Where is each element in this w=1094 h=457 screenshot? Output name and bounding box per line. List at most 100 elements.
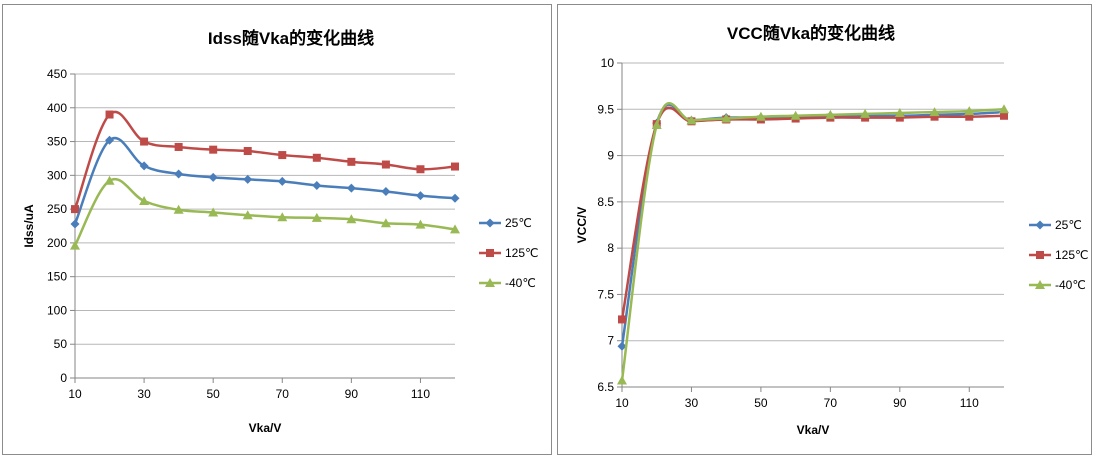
chart-title: VCC随Vka的变化曲线 — [727, 23, 895, 43]
data-point — [243, 147, 252, 156]
data-point — [104, 175, 115, 185]
y-tick-label: 8.5 — [597, 195, 614, 209]
data-point — [929, 107, 940, 117]
data-point — [894, 107, 905, 117]
data-point — [346, 214, 357, 224]
y-tick-label: 400 — [47, 101, 67, 115]
data-point — [312, 180, 322, 190]
data-point — [895, 113, 904, 122]
data-point — [347, 157, 356, 166]
data-point — [617, 375, 627, 385]
x-tick-label: 50 — [754, 396, 768, 410]
series-0 — [617, 103, 1009, 351]
y-tick-label: 6.5 — [597, 380, 614, 394]
x-axis-label: Vka/V — [797, 423, 830, 437]
data-point — [278, 151, 287, 160]
series-line — [620, 106, 1005, 320]
data-point — [140, 137, 149, 146]
data-point — [173, 204, 184, 214]
data-point — [965, 112, 974, 121]
data-point — [999, 104, 1009, 114]
legend-marker — [1036, 251, 1044, 259]
data-point — [964, 106, 975, 116]
data-point — [416, 165, 425, 174]
data-point — [790, 110, 801, 120]
y-tick-label: 200 — [47, 236, 67, 250]
x-tick-label: 30 — [685, 396, 699, 410]
series-line — [73, 110, 456, 210]
vcc-chart-svg: VCC随Vka的变化曲线 6.5 7 7.5 8 8.5 9 9.5 10 10 30 50 70 90 1… — [575, 23, 1089, 437]
data-point — [71, 205, 79, 214]
y-tick-label: 450 — [47, 67, 67, 81]
data-point — [277, 176, 287, 186]
data-point — [1000, 111, 1008, 120]
series-line — [620, 102, 1005, 381]
legend-label: -40℃ — [505, 276, 536, 290]
chart-panel-vcc: VCC随Vka的变化曲线 6.5 7 7.5 8 8.5 9 9.5 10 10 30 50 70 90 1… — [557, 4, 1092, 455]
legend-marker — [1035, 220, 1045, 230]
series-2 — [617, 102, 1009, 385]
legend-marker — [1035, 280, 1045, 289]
chart-title: Idss随Vka的变化曲线 — [208, 28, 374, 48]
legend-marker — [485, 278, 495, 287]
data-point — [174, 142, 183, 151]
y-tick-label: 350 — [47, 135, 67, 149]
data-point — [242, 210, 253, 220]
data-point — [311, 212, 322, 222]
x-tick-label: 10 — [68, 387, 82, 401]
x-tick-label: 70 — [276, 387, 290, 401]
data-point — [450, 193, 460, 203]
series-line — [73, 136, 456, 225]
x-tick-label: 70 — [824, 396, 838, 410]
x-tick-label: 50 — [207, 387, 221, 401]
legend-label: 125℃ — [1055, 248, 1089, 262]
data-point — [243, 174, 253, 184]
data-point — [721, 113, 732, 123]
series-line — [620, 103, 1005, 347]
series-1 — [618, 106, 1008, 324]
data-point — [312, 153, 321, 162]
x-tick-label: 10 — [615, 396, 629, 410]
data-point — [380, 218, 391, 228]
y-tick-label: 7.5 — [597, 287, 614, 301]
y-axis-label: VCC/V — [575, 207, 589, 244]
x-axis-label: Vka/V — [249, 421, 282, 435]
data-point — [381, 187, 391, 197]
data-point — [860, 108, 871, 118]
data-point — [105, 110, 114, 119]
data-point — [209, 145, 218, 154]
y-tick-label: 9.5 — [597, 102, 614, 116]
data-point — [208, 207, 219, 217]
data-point — [174, 169, 184, 179]
legend-marker — [485, 218, 495, 228]
data-point — [415, 191, 425, 201]
y-tick-label: 300 — [47, 168, 67, 182]
y-axis-label: Idss/uA — [22, 204, 36, 248]
y-tick-label: 250 — [47, 202, 67, 216]
data-point — [277, 212, 288, 222]
data-point — [686, 115, 697, 125]
y-tick-label: 100 — [47, 303, 67, 317]
y-tick-label: 0 — [60, 371, 67, 385]
data-point — [450, 224, 460, 234]
chart-panel-idss: Idss随Vka的变化曲线 0 50 100 150 200 250 300 350 400 450… — [2, 4, 552, 455]
data-point — [381, 160, 390, 169]
data-point — [618, 315, 626, 324]
data-point — [415, 219, 426, 229]
data-point — [139, 161, 149, 171]
data-point — [208, 172, 218, 182]
idss-chart-svg: Idss随Vka的变化曲线 0 50 100 150 200 250 300 350 400 450… — [22, 28, 539, 435]
data-point — [105, 135, 115, 145]
series-1 — [71, 110, 459, 214]
x-tick-label: 110 — [960, 396, 979, 410]
x-tick-label: 110 — [411, 387, 430, 401]
y-tick-label: 10 — [601, 56, 615, 70]
legend-label: 125℃ — [505, 246, 539, 260]
x-tick-label: 90 — [893, 396, 907, 410]
data-point — [346, 183, 356, 193]
series-line — [73, 177, 456, 247]
legend-marker — [486, 249, 494, 257]
series-2 — [70, 175, 460, 250]
y-tick-label: 7 — [607, 334, 614, 348]
data-point — [825, 109, 836, 119]
